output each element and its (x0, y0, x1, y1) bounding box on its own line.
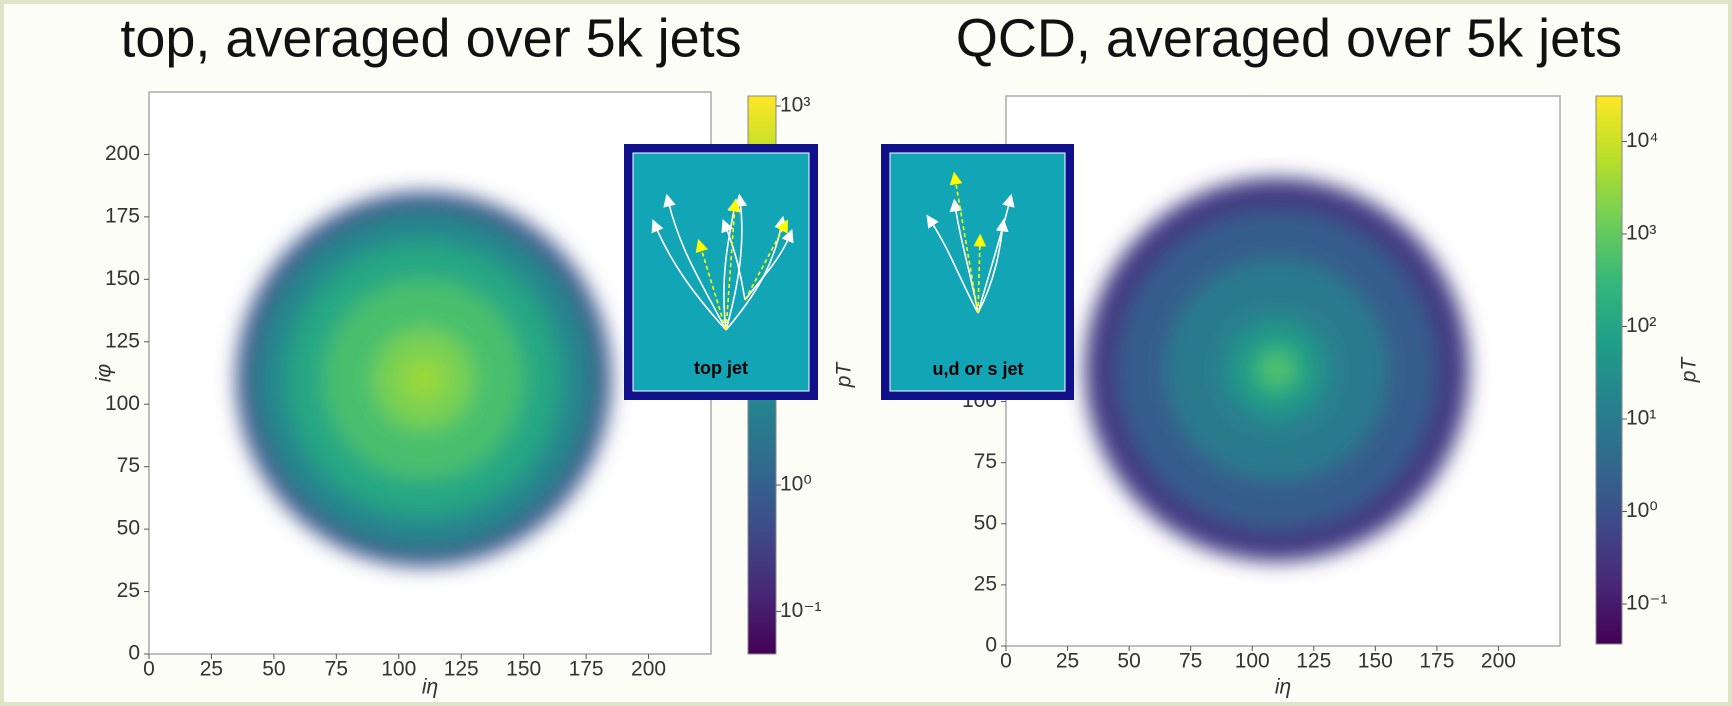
heatmap (236, 192, 611, 567)
inset-label: top jet (694, 358, 748, 378)
y-tick-label: 100 (105, 392, 140, 415)
top-jet-inset: top jet (624, 144, 818, 400)
x-axis-label: iη (422, 676, 438, 699)
y-tick-label: 0 (985, 634, 997, 657)
light-jet-inset: u,d or s jet (881, 144, 1074, 400)
colorbar-tick-label: 10⁻¹ (780, 599, 821, 622)
y-tick-label: 75 (117, 454, 140, 477)
heatmap (1085, 178, 1469, 562)
inset-label: u,d or s jet (932, 359, 1023, 379)
x-tick-label: 50 (262, 658, 285, 681)
x-tick-label: 25 (200, 658, 223, 681)
x-tick-label: 100 (1235, 650, 1270, 673)
chart-title: QCD, averaged over 5k jets (956, 8, 1622, 68)
x-tick-label: 75 (325, 658, 348, 681)
colorbar-tick-label: 10³ (1626, 222, 1656, 245)
y-tick-label: 25 (974, 572, 997, 595)
heatmap-ring (1265, 357, 1290, 382)
x-tick-label: 175 (569, 658, 604, 681)
colorbar-tick-label: 10¹ (1626, 407, 1656, 430)
slide: top, averaged over 5k jets 0 25 50 75 100 125 1… (0, 0, 1732, 706)
x-tick-label: 0 (143, 658, 155, 681)
x-tick-label: 25 (1056, 650, 1079, 673)
y-tick-label: 25 (117, 579, 140, 602)
x-tick-label: 200 (631, 658, 666, 681)
x-tick-label: 125 (444, 658, 479, 681)
colorbar-tick-label: 10² (1626, 314, 1656, 337)
chart-title: top, averaged over 5k jets (120, 8, 741, 68)
y-tick-label: 175 (105, 204, 140, 227)
y-axis-label: iφ (93, 364, 116, 383)
colorbar-tick-label: 10⁰ (1626, 499, 1658, 522)
x-tick-label: 150 (1358, 650, 1393, 673)
colorbar-tick-label: 10⁴ (1626, 129, 1658, 152)
y-tick-label: 50 (974, 511, 997, 534)
y-tick-label: 0 (128, 642, 140, 665)
x-tick-label: 50 (1117, 650, 1140, 673)
colorbar-tick-label: 10⁰ (780, 473, 812, 496)
colorbar-label: pT (1678, 356, 1701, 384)
x-tick-label: 0 (1000, 650, 1012, 673)
x-tick-label: 100 (381, 658, 416, 681)
x-tick-label: 200 (1481, 650, 1516, 673)
y-tick-label: 125 (105, 329, 140, 352)
colorbar (1596, 96, 1622, 644)
colorbar-tick-label: 10³ (780, 94, 810, 117)
y-tick-label: 150 (105, 267, 140, 290)
x-axis-label: iη (1275, 676, 1291, 699)
colorbar-label: pT (833, 361, 856, 389)
x-tick-label: 125 (1296, 650, 1331, 673)
colorbar-tick-label: 10⁻¹ (1626, 592, 1667, 615)
y-tick-label: 50 (117, 517, 140, 540)
x-tick-label: 175 (1419, 650, 1454, 673)
y-tick-label: 200 (105, 142, 140, 165)
x-tick-label: 150 (506, 658, 541, 681)
heatmap-ring (404, 359, 444, 399)
y-tick-label: 75 (974, 450, 997, 473)
x-tick-label: 75 (1179, 650, 1202, 673)
